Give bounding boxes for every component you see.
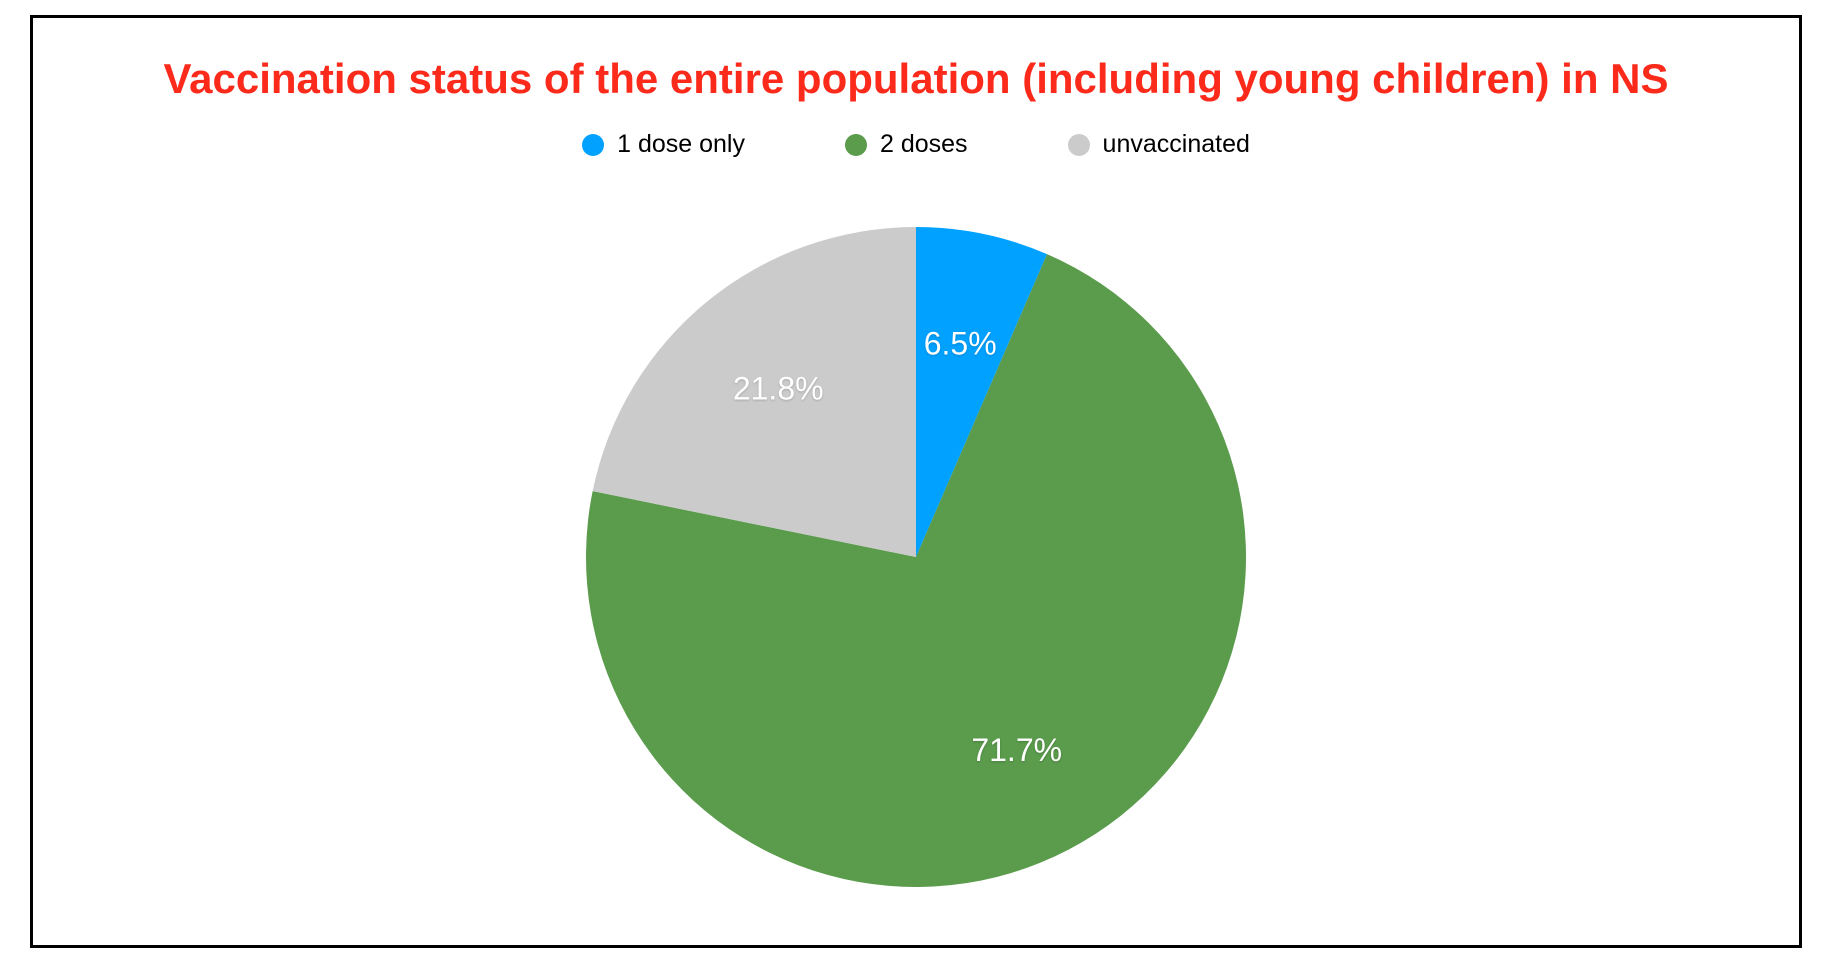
legend-item-unvaccinated: unvaccinated (1067, 130, 1250, 159)
pie-slice-value-label: 21.8% (733, 371, 824, 407)
pie-slice-1-dose-only (916, 227, 1048, 558)
legend-swatch-2-doses-icon (844, 133, 867, 156)
legend: 1 dose only 2 doses unvaccinated (33, 132, 1799, 157)
legend-label: unvaccinated (1102, 130, 1250, 159)
legend-item-2-doses: 2 doses (844, 130, 968, 159)
pie-chart-area: 6.5% 71.7% 21.8% (33, 227, 1799, 888)
legend-swatch-unvaccinated-icon (1067, 133, 1090, 156)
legend-item-1-dose-only: 1 dose only (582, 132, 745, 157)
chart-frame: Vaccination status of the entire populat… (30, 15, 1802, 948)
legend-swatch-1-dose-only-icon (582, 133, 605, 156)
legend-label: 2 doses (879, 130, 968, 159)
pie-chart: 6.5% 71.7% 21.8% (586, 227, 1246, 888)
legend-label: 1 dose only (617, 130, 745, 159)
pie-slice-unvaccinated (592, 227, 916, 558)
pie-slice-2-doses (586, 254, 1246, 888)
pie-slice-value-label: 6.5% (924, 326, 997, 362)
chart-title: Vaccination status of the entire populat… (163, 55, 1669, 102)
pie-slice-value-label: 71.7% (971, 732, 1062, 768)
